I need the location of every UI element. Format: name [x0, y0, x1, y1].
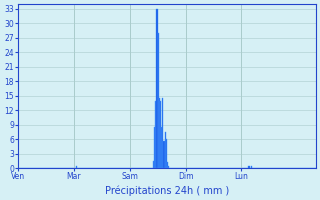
Bar — [153, 161, 154, 168]
Bar — [154, 127, 155, 168]
Bar — [248, 166, 250, 168]
X-axis label: Précipitations 24h ( mm ): Précipitations 24h ( mm ) — [105, 185, 229, 196]
Bar — [161, 127, 162, 168]
Bar — [166, 139, 167, 168]
Bar — [158, 33, 159, 168]
Bar — [155, 101, 156, 168]
Bar — [164, 132, 166, 168]
Bar — [156, 9, 158, 168]
Bar — [76, 166, 77, 168]
Bar — [251, 166, 252, 168]
Bar — [168, 166, 169, 168]
Bar — [167, 162, 168, 168]
Bar — [159, 98, 160, 168]
Bar — [162, 98, 164, 168]
Bar — [160, 101, 161, 168]
